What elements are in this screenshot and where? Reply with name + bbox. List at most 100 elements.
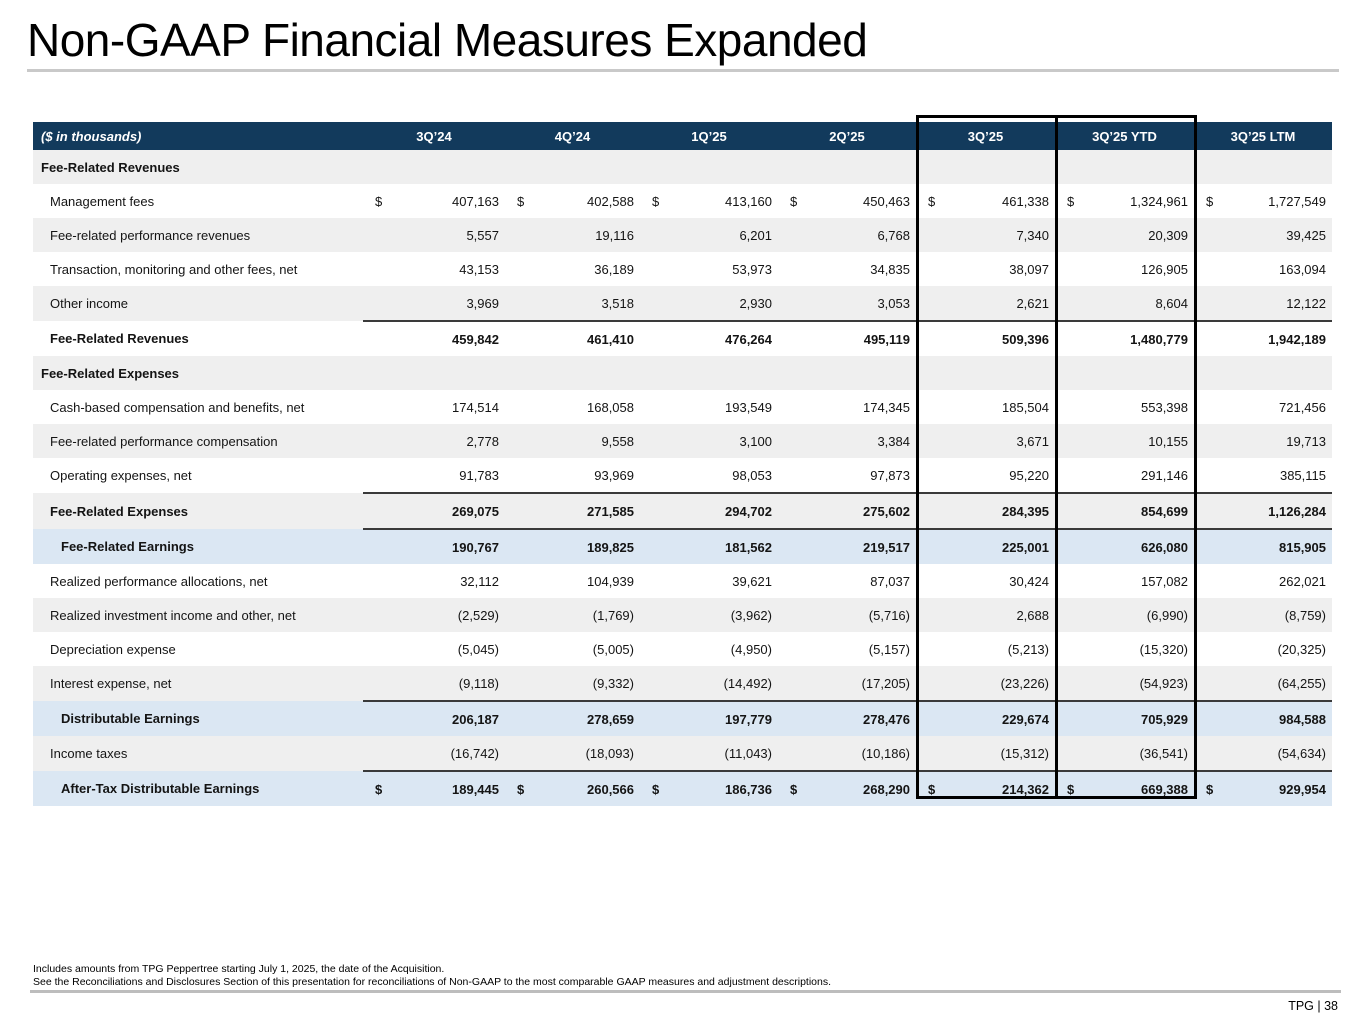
cell-value: 815,905 — [1279, 539, 1326, 555]
cell: (64,255) — [1194, 666, 1332, 701]
cell-value: 275,602 — [863, 503, 910, 519]
cell-value: 402,588 — [587, 193, 634, 209]
row-label: Distributable Earnings — [61, 711, 200, 726]
cell-value: (20,325) — [1277, 641, 1326, 657]
table-body: Fee-Related Revenues Management fees $407,… — [33, 150, 1332, 806]
table-row: Fee-related performance revenues 5,557 19,… — [33, 218, 1332, 252]
cell-value: (5,716) — [868, 607, 910, 623]
column-header-row: ($ in thousands) 3Q’24 4Q’24 1Q’25 2Q’25 3Q’… — [33, 122, 1332, 150]
cell-value: 3,100 — [739, 433, 772, 449]
dollar-sign: $ — [375, 193, 383, 209]
cell-value: 476,264 — [725, 331, 772, 347]
cell: 459,842 — [363, 320, 505, 356]
cell: 815,905 — [1194, 528, 1332, 564]
cell-value: 190,767 — [452, 539, 499, 555]
cell-value: 1,126,284 — [1268, 503, 1326, 519]
cell: 174,514 — [363, 390, 505, 424]
cell: 10,155 — [1055, 424, 1194, 458]
cell: 181,562 — [640, 528, 778, 564]
cell-value: 193,549 — [725, 399, 772, 415]
cell: 189,825 — [505, 528, 640, 564]
row-label: Transaction, monitoring and other fees, … — [50, 261, 298, 277]
dollar-sign: $ — [1206, 781, 1214, 797]
row-label: Fee-Related Revenues — [50, 331, 189, 346]
dollar-sign: $ — [1206, 193, 1214, 209]
cell: 294,702 — [640, 492, 778, 529]
title-divider — [27, 69, 1339, 72]
cell: $669,388 — [1055, 770, 1194, 806]
cell-value: (4,950) — [730, 641, 772, 657]
cell-value: (5,157) — [868, 641, 910, 657]
cell-value: (16,742) — [450, 745, 499, 761]
cell-value: (6,990) — [1146, 607, 1188, 623]
cell-value: (5,213) — [1007, 641, 1049, 657]
cell-value: 157,082 — [1141, 573, 1188, 589]
cell-value: (54,634) — [1277, 745, 1326, 761]
cell: $929,954 — [1194, 770, 1332, 806]
cell-value: 278,476 — [863, 711, 910, 727]
cell: 3,384 — [778, 424, 916, 458]
cell: $407,163 — [363, 184, 505, 218]
cell-value: (2,529) — [457, 607, 499, 623]
column-header-2: 4Q’24 — [505, 122, 640, 150]
cell-value: (17,205) — [861, 675, 910, 691]
row-label: Fee-related performance revenues — [50, 227, 251, 243]
cell: 30,424 — [916, 564, 1055, 598]
cell: 3,518 — [505, 286, 640, 321]
cell-value: 509,396 — [1002, 331, 1049, 347]
cell-value: 97,873 — [870, 467, 910, 483]
footnote-reconciliations: See the Reconciliations and Disclosures … — [33, 975, 832, 988]
cell: 32,112 — [363, 564, 505, 598]
row-label: Fee-Related Earnings — [61, 539, 194, 554]
cell: (5,157) — [778, 632, 916, 666]
cell-value: (9,332) — [592, 675, 634, 691]
cell-value: 43,153 — [459, 261, 499, 277]
cell: 8,604 — [1055, 286, 1194, 321]
cell: (17,205) — [778, 666, 916, 701]
dollar-sign: $ — [790, 193, 798, 209]
column-header-6: 3Q’25 YTD — [1055, 122, 1194, 150]
cell-value: 1,480,779 — [1130, 331, 1188, 347]
cell-value: 705,929 — [1141, 711, 1188, 727]
cell: 2,930 — [640, 286, 778, 321]
cell: 1,126,284 — [1194, 492, 1332, 529]
cell: 461,410 — [505, 320, 640, 356]
cell-value: 1,942,189 — [1268, 331, 1326, 347]
cell-value: 2,621 — [1016, 295, 1049, 311]
cell: 2,778 — [363, 424, 505, 458]
cell-value: 214,362 — [1002, 781, 1049, 797]
cell-value: 219,517 — [863, 539, 910, 555]
row-label: Realized investment income and other, ne… — [50, 607, 296, 623]
cell: 43,153 — [363, 252, 505, 286]
table-row: Fee-Related Revenues 459,842 461,410 476,26… — [33, 320, 1332, 356]
units-label: ($ in thousands) — [33, 122, 363, 150]
footnotes: Includes amounts from TPG Peppertree sta… — [33, 963, 831, 988]
cell-value: 181,562 — [725, 539, 772, 555]
cell: 721,456 — [1194, 390, 1332, 424]
cell-value: 450,463 — [863, 193, 910, 209]
cell: 278,659 — [505, 700, 640, 736]
cell-value: 1,324,961 — [1130, 193, 1188, 209]
cell: 1,480,779 — [1055, 320, 1194, 356]
cell: 278,476 — [778, 700, 916, 736]
row-label: Fee-Related Expenses — [50, 503, 189, 519]
dollar-sign: $ — [375, 781, 383, 797]
cell-value: 2,778 — [466, 433, 499, 449]
cell-value: (10,186) — [861, 745, 910, 761]
column-header-5: 3Q’25 — [916, 122, 1055, 150]
table-row: Realized investment income and other, ne… — [33, 598, 1332, 632]
cell: 229,674 — [916, 700, 1055, 736]
row-label: Other income — [50, 296, 129, 311]
footnote-acquisition: Includes amounts from TPG Peppertree sta… — [33, 963, 445, 975]
cell: 34,835 — [778, 252, 916, 286]
cell-value: 98,053 — [732, 467, 772, 483]
cell: 1,942,189 — [1194, 320, 1332, 356]
cell-value: 168,058 — [587, 399, 634, 415]
table-row: Income taxes (16,742) (18,093) (11,043) (10,… — [33, 736, 1332, 771]
cell: 262,021 — [1194, 564, 1332, 598]
cell: 271,585 — [505, 492, 640, 529]
cell: 185,504 — [916, 390, 1055, 424]
cell-value: 413,160 — [725, 193, 772, 209]
cell-value: 3,969 — [466, 295, 499, 311]
cell-value: 206,187 — [452, 711, 499, 727]
